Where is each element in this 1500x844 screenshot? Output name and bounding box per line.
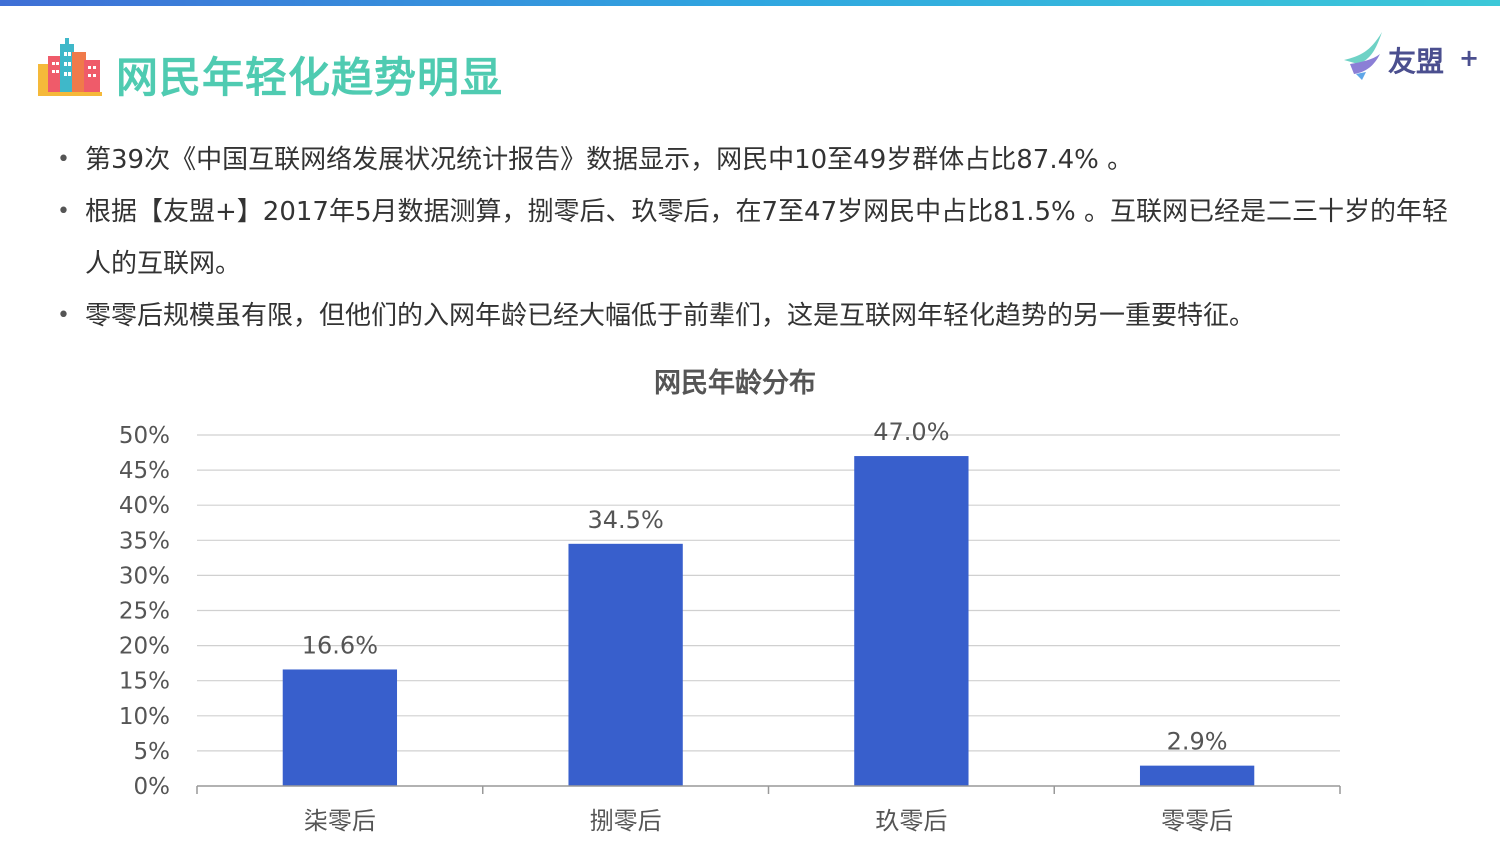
grid-lines (197, 434, 1340, 752)
y-tick-label: 15% (119, 669, 170, 695)
y-axis-ticks: 0% 5% 10% 15% 20% 25% 30% 35% 40% 45% 50% (119, 423, 170, 800)
category-labels: 柒零后 捌零后 玖零后 零零后 (304, 807, 1233, 835)
y-tick-label: 25% (119, 599, 170, 625)
bullet-dot: • (57, 147, 70, 172)
y-tick-label: 5% (134, 739, 171, 765)
y-tick-label: 45% (119, 458, 170, 484)
chart-title: 网民年龄分布 (654, 367, 816, 399)
logo-text: 友盟 (1388, 45, 1445, 78)
bullet-text: 根据【友盟+】2017年5月数据测算，捌零后、玖零后，在7至47岁网民中占比81… (85, 197, 1448, 279)
bullet-item: • 第39次《中国互联网络发展状况统计报告》数据显示，网民中10至49岁群体占比8… (55, 134, 1455, 186)
bullet-dot: • (57, 199, 70, 224)
data-label: 2.9% (1167, 728, 1228, 756)
x-tick-label: 捌零后 (590, 807, 662, 835)
bar (568, 543, 683, 786)
data-label: 16.6% (302, 631, 378, 659)
umeng-swallow-logo-icon (1344, 32, 1382, 80)
bullet-item: • 零零后规模虽有限，但他们的入网年龄已经大幅低于前辈们，这是互联网年轻化趋势的另… (55, 290, 1455, 342)
city-buildings-icon (38, 38, 102, 96)
bar (282, 669, 398, 786)
bullet-item: • 根据【友盟+】2017年5月数据测算，捌零后、玖零后，在7至47岁网民中占比8… (55, 186, 1455, 290)
y-tick-label: 35% (119, 528, 170, 554)
bar (854, 456, 969, 786)
y-tick-label: 10% (119, 704, 170, 730)
x-axis (196, 785, 1341, 794)
bars (282, 456, 1255, 786)
x-tick-label: 玖零后 (875, 807, 947, 835)
y-tick-label: 0% (134, 774, 171, 800)
bullet-list: • 第39次《中国互联网络发展状况统计报告》数据显示，网民中10至49岁群体占比8… (55, 134, 1455, 342)
y-tick-label: 30% (119, 563, 170, 589)
bullet-dot: • (57, 303, 70, 328)
top-accent-bar (0, 0, 1500, 6)
bullet-text: 第39次《中国互联网络发展状况统计报告》数据显示，网民中10至49岁群体占比87… (85, 145, 1134, 175)
bar (1139, 765, 1255, 786)
x-tick-label: 柒零后 (304, 807, 376, 835)
y-tick-label: 20% (119, 634, 170, 660)
page-title: 网民年轻化趋势明显 (116, 53, 504, 102)
x-tick-label: 零零后 (1161, 807, 1233, 835)
data-label: 47.0% (873, 418, 949, 446)
logo-plus: + (1459, 44, 1480, 72)
y-tick-label: 50% (119, 423, 170, 449)
data-label: 34.5% (588, 506, 664, 534)
value-labels: 16.6% 34.5% 47.0% 2.9% (302, 418, 1228, 756)
y-tick-label: 40% (119, 493, 170, 519)
bullet-text: 零零后规模虽有限，但他们的入网年龄已经大幅低于前辈们，这是互联网年轻化趋势的另一… (85, 301, 1256, 331)
